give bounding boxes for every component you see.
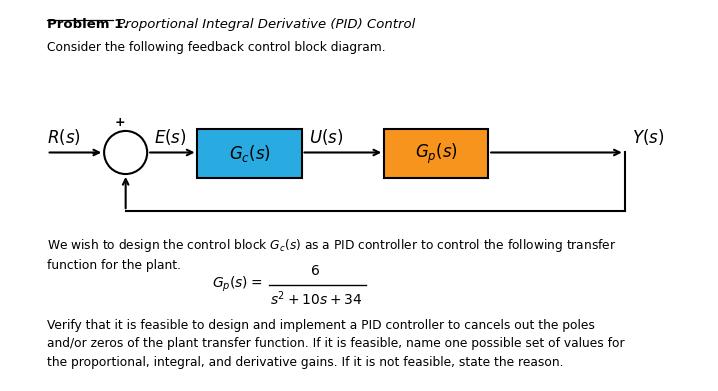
Text: $G_p(s) =$: $G_p(s) =$ bbox=[212, 275, 262, 294]
Text: Consider the following feedback control block diagram.: Consider the following feedback control … bbox=[47, 41, 386, 54]
Bar bbox=[197, 129, 302, 178]
Text: $s^2 + 10s + 34$: $s^2 + 10s + 34$ bbox=[270, 290, 362, 308]
Text: Problem 1.: Problem 1. bbox=[47, 18, 128, 30]
Text: $Y(s)$: $Y(s)$ bbox=[632, 127, 664, 147]
Text: $U(s)$: $U(s)$ bbox=[309, 127, 343, 147]
Text: $G_c(s)$: $G_c(s)$ bbox=[228, 143, 271, 164]
Text: $R(s)$: $R(s)$ bbox=[47, 127, 80, 147]
Text: Proportional Integral Derivative (PID) Control: Proportional Integral Derivative (PID) C… bbox=[113, 18, 415, 30]
Text: $G_p(s)$: $G_p(s)$ bbox=[415, 142, 457, 165]
Text: +: + bbox=[115, 116, 125, 129]
Text: $E(s)$: $E(s)$ bbox=[154, 127, 187, 147]
Text: −: − bbox=[91, 149, 101, 160]
Text: We wish to design the control block $G_c(s)$ as a PID controller to control the : We wish to design the control block $G_c… bbox=[47, 237, 616, 272]
Text: 6: 6 bbox=[312, 264, 320, 278]
Bar bbox=[384, 129, 488, 178]
Text: Verify that it is feasible to design and implement a PID controller to cancels o: Verify that it is feasible to design and… bbox=[47, 319, 624, 369]
